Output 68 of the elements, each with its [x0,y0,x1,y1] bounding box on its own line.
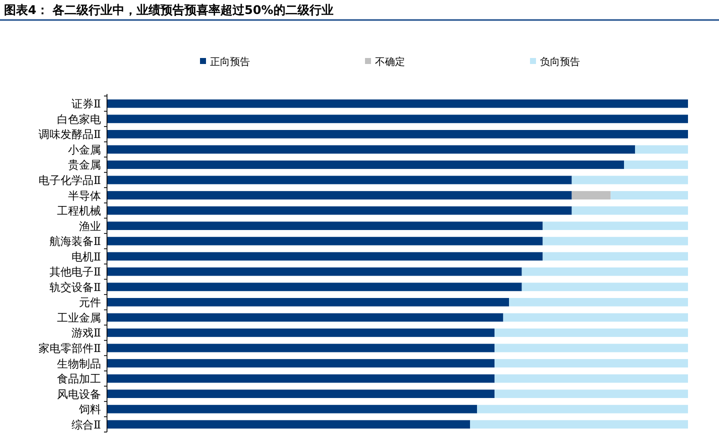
bar [572,191,611,200]
bar [572,206,688,215]
bar [107,206,572,215]
bar [107,222,543,230]
bar [494,328,688,337]
bar [494,344,688,352]
y-tick-label: 元件 [79,296,101,310]
bar [107,99,688,108]
bar [107,359,495,368]
y-tick-label: 家电零部件Ⅱ [38,342,101,355]
y-tick-label: 其他电子Ⅱ [50,266,101,279]
y-tick-label: 工程机械 [57,204,101,218]
bar [107,404,478,414]
bar [477,404,688,414]
y-tick-label: 渔业 [79,220,101,233]
y-tick-label: 综合Ⅱ [72,418,101,432]
legend-label: 正向预告 [210,56,250,68]
bar [494,374,688,383]
legend-label: 不确定 [375,56,405,68]
y-tick-label: 饲料 [78,403,101,416]
bar [107,176,572,184]
bar [522,267,688,276]
bar [610,191,688,200]
y-tick-label: 航海装备Ⅱ [50,235,101,248]
bar [107,298,510,306]
bar [107,344,495,352]
y-tick-label: 电机Ⅱ [72,250,101,264]
y-tick-label: 生物制品 [57,357,101,370]
y-tick-label: 白色家电 [57,112,101,126]
bar [107,420,470,429]
bar [503,313,688,322]
bar [542,236,688,246]
bar [107,160,624,169]
y-tick-label: 半导体 [68,189,101,202]
bar [107,267,522,276]
bar [572,176,688,184]
bar [635,145,688,154]
y-tick-label: 小金属 [68,143,101,156]
bar [107,328,495,337]
bar [542,222,688,230]
bar [107,191,572,200]
y-tick-label: 电子化学品Ⅱ [38,174,101,187]
bar [107,145,636,154]
bar [107,114,688,124]
y-tick-label: 工业金属 [57,311,101,324]
bar [107,252,543,261]
bar [107,374,495,383]
bar [494,390,688,398]
bar [470,420,688,429]
legend-label: 负向预告 [540,56,580,68]
y-tick-label: 贵金属 [68,158,101,172]
bar [107,236,543,246]
bar [107,130,688,138]
bar [107,313,504,322]
bar [542,252,688,261]
bar [522,282,688,292]
y-tick-label: 调味发酵品Ⅱ [38,128,101,142]
y-tick-label: 游戏Ⅱ [72,326,101,340]
y-tick-label: 风电设备 [57,388,101,401]
bar [107,282,522,292]
bar [624,160,688,169]
bar [107,390,495,398]
y-tick-label: 食品加工 [57,372,101,386]
bar [509,298,688,306]
chart-title: 图表4： 各二级行业中，业绩预告预喜率超过50%的二级行业 [4,3,334,17]
y-tick-label: 证券Ⅱ [72,98,101,111]
y-tick-label: 轨交设备Ⅱ [50,280,101,294]
bar [494,359,688,368]
